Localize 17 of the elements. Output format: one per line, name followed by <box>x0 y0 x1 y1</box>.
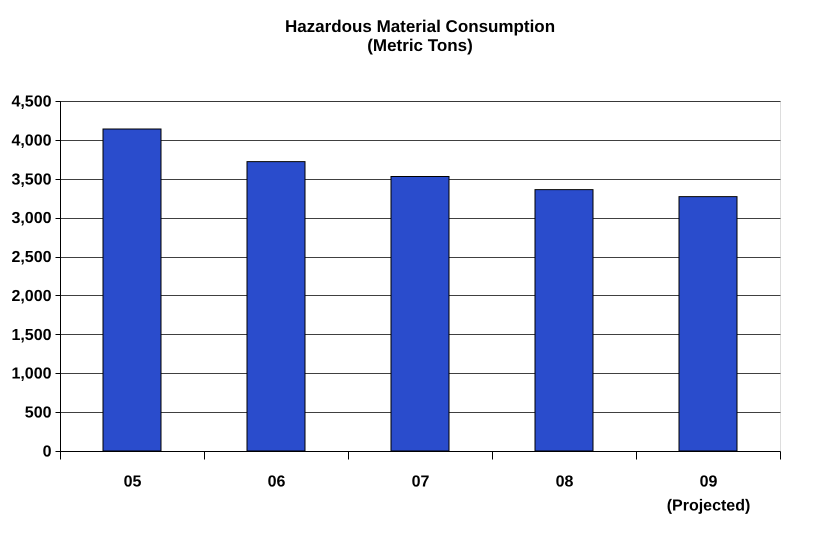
y-tick-label: 4,000 <box>11 132 52 150</box>
x-tick-label: 06 <box>268 474 286 490</box>
text: Hazardous Material Consumption <box>284 17 556 36</box>
y-tick-label: 4,500 <box>11 94 52 110</box>
x-tick-label: 07 <box>412 474 430 490</box>
x-tick-label: 08 <box>556 474 574 490</box>
y-tick-label: 0 <box>42 444 52 460</box>
y-tick-label: 500 <box>24 404 52 422</box>
x-tick-label: 09 (Projected) <box>666 474 750 514</box>
y-tick-label: 1,500 <box>11 326 52 344</box>
y-tick-label: 2,000 <box>11 288 52 305</box>
y-tick-label: 3,000 <box>11 210 52 228</box>
y-tick-label: 3,500 <box>11 171 52 188</box>
y-tick-label: 1,000 <box>11 366 52 383</box>
text: (Metric Tons) <box>367 36 473 55</box>
y-tick-label: 2,500 <box>11 249 52 266</box>
x-tick-label: 05 <box>124 474 142 490</box>
